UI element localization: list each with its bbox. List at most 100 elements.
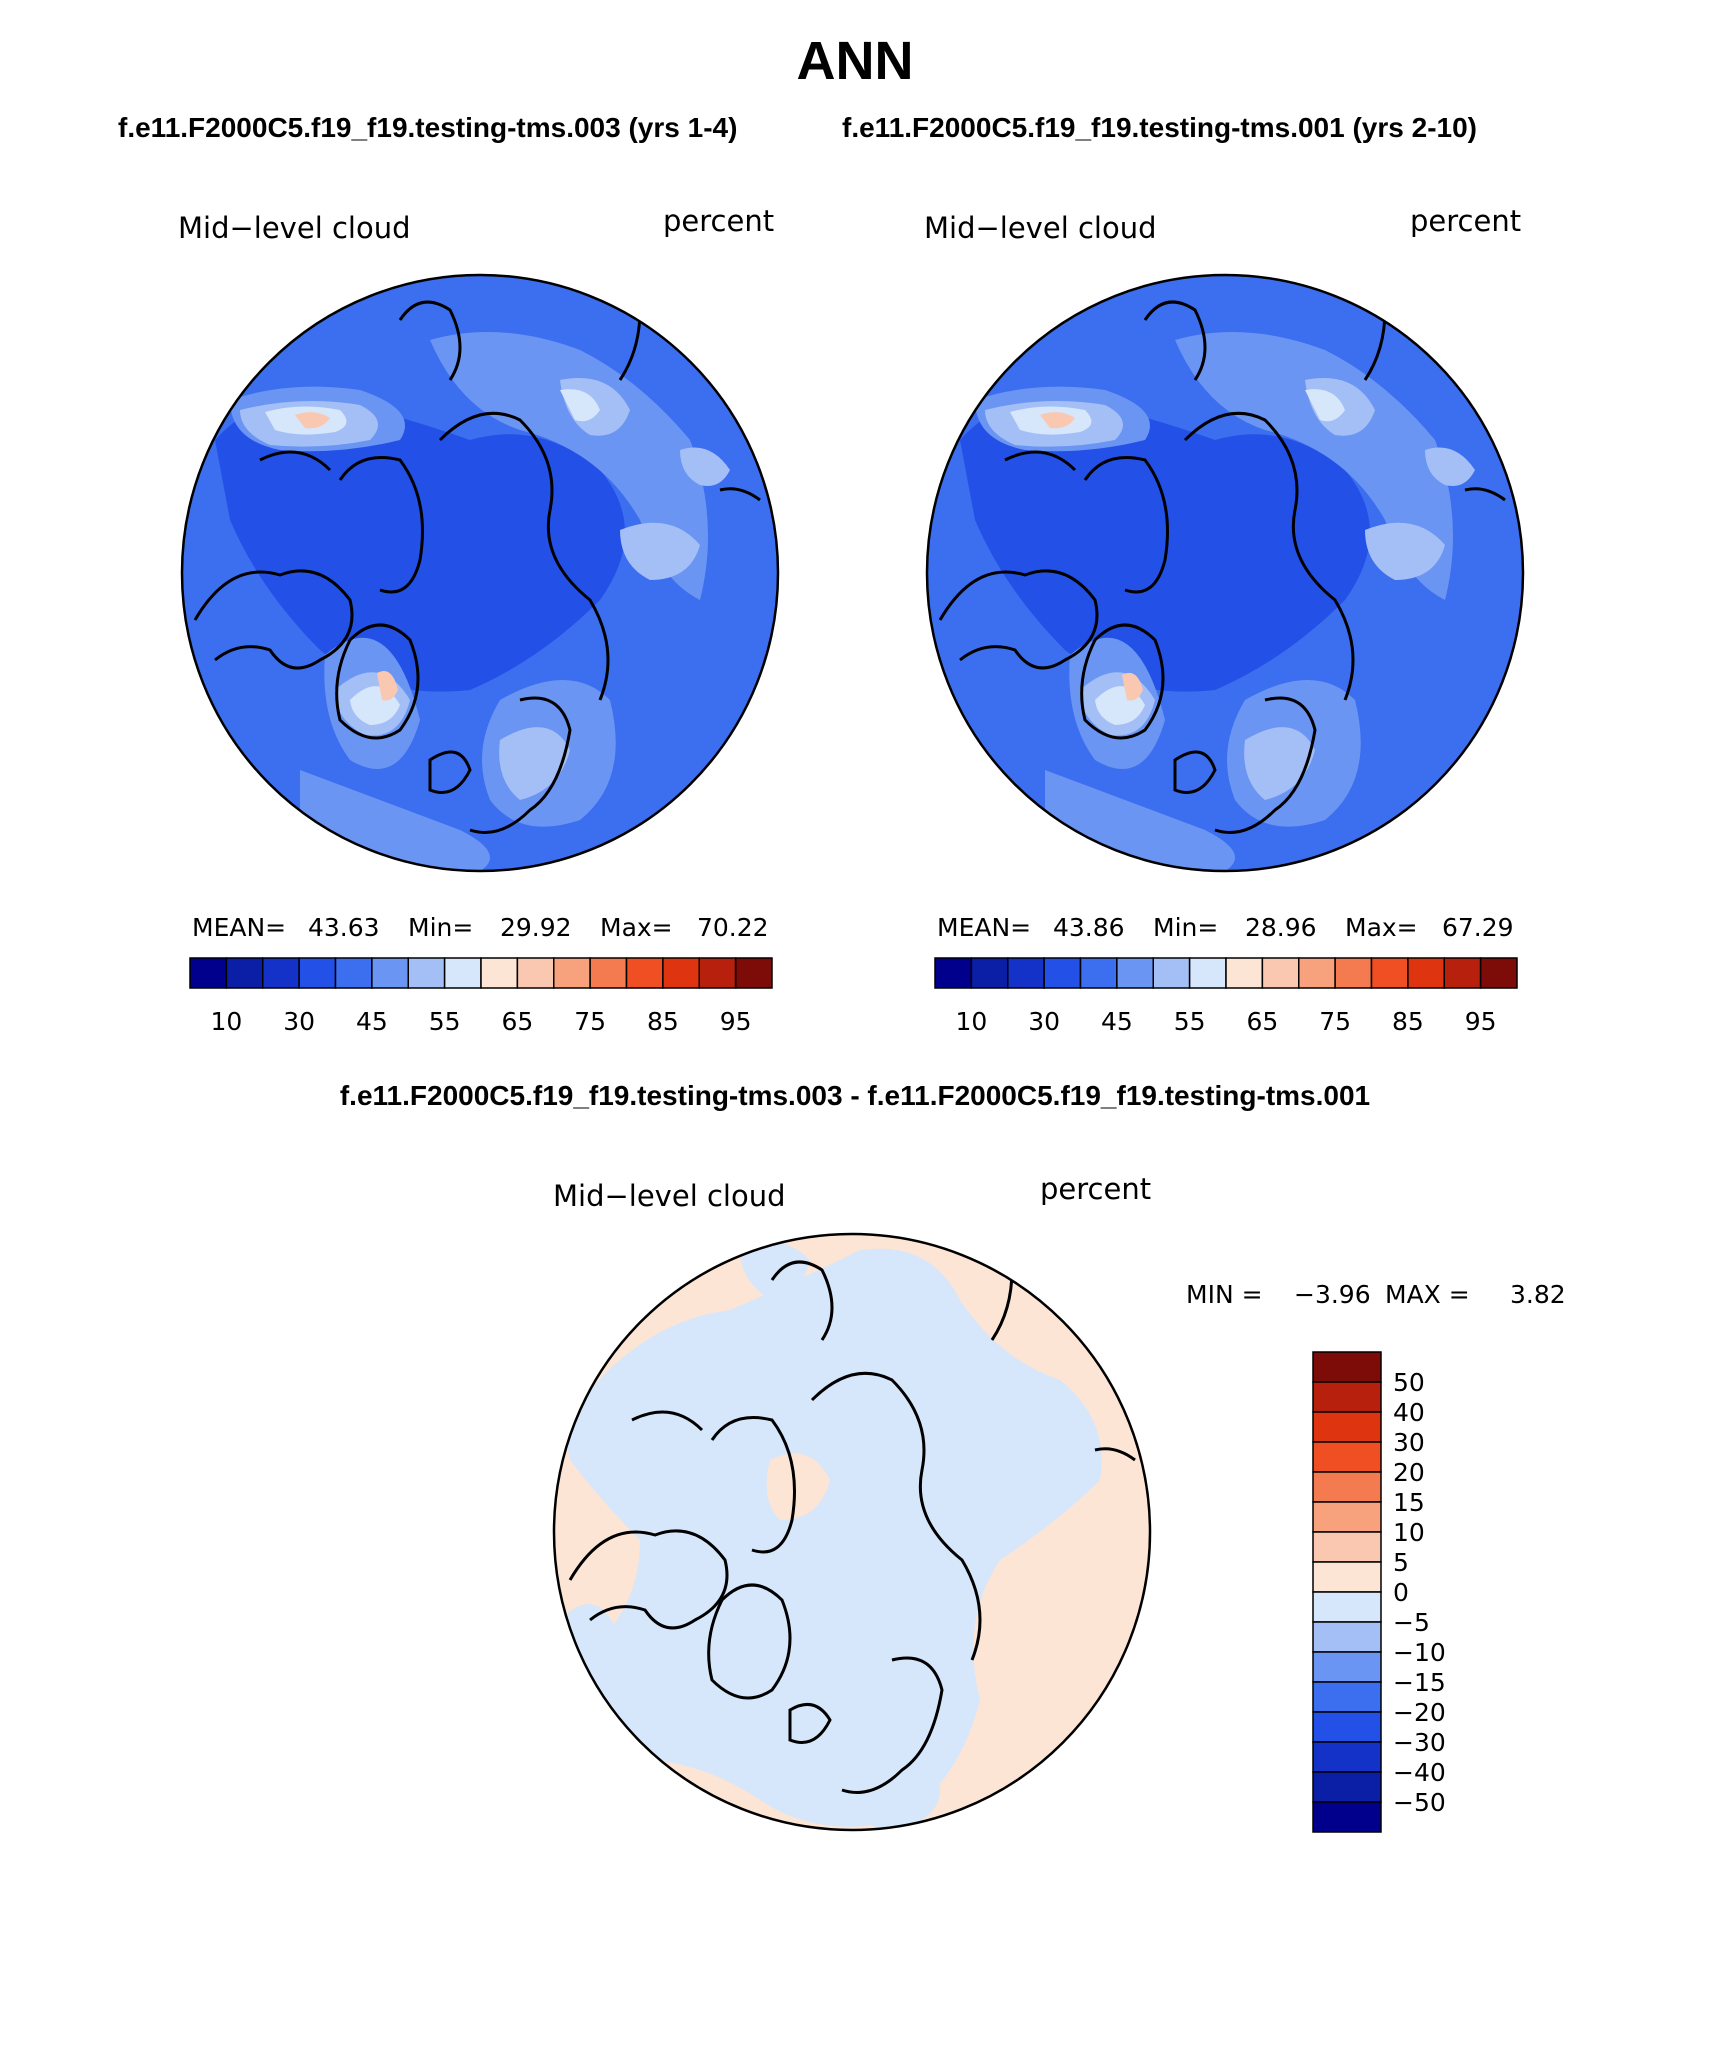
colorbar-tick-label: −10 [1393, 1638, 1446, 1667]
colorbar-swatch [553, 957, 591, 989]
colorbar-tick-label: 85 [1392, 1007, 1424, 1036]
colorbar-swatch [662, 957, 700, 989]
colorbar-swatch [1312, 1651, 1382, 1683]
diff-title: f.e11.F2000C5.f19_f19.testing-tms.003 - … [339, 1080, 1371, 1111]
colorbar-swatch [1312, 1561, 1382, 1593]
colorbar-swatch [1312, 1741, 1382, 1773]
colorbar-tick-label: 45 [1101, 1007, 1133, 1036]
colorbar-swatch [1312, 1531, 1382, 1563]
colorbar-swatch [1312, 1381, 1382, 1413]
panel-left-min-label: Min= [408, 913, 473, 942]
panel-right-map [927, 275, 1523, 871]
colorbar-tick-label: 95 [1465, 1007, 1497, 1036]
panel-right-mean: 43.86 [1053, 913, 1125, 942]
colorbar-swatch [1312, 1771, 1382, 1803]
panel-diff-variable: Mid−level cloud [553, 1179, 786, 1213]
panel-right-coastlines [938, 290, 1506, 834]
svg-text:MIN = −3.96 MAX =: MIN = −3.96 MAX = 3.82 [1186, 1280, 1566, 1309]
panel-left-units: percent [663, 204, 774, 238]
colorbar-swatch [1312, 1441, 1382, 1473]
colorbar-swatch [1312, 1501, 1382, 1533]
colorbar-tick-label: 10 [955, 1007, 987, 1036]
colorbar-swatch [1407, 957, 1445, 989]
colorbar-swatch [262, 957, 300, 989]
panel-right: Mid−level cloud percent [924, 204, 1525, 1036]
colorbar-tick-label: 75 [574, 1007, 606, 1036]
colorbar-swatch [225, 957, 264, 989]
colorbar-swatch [1312, 1591, 1382, 1623]
colorbar-tick-label: −40 [1393, 1758, 1446, 1787]
panel-left: Mid−level cloud percent [178, 204, 780, 1036]
colorbar-tick-label: 30 [283, 1007, 315, 1036]
colorbar-tick-label: −5 [1393, 1608, 1430, 1637]
colorbar-swatch [298, 957, 337, 989]
panel-left-mean-label: MEAN= [192, 913, 286, 942]
colorbar-swatch [1152, 957, 1191, 989]
panel-left-min: 29.92 [500, 913, 572, 942]
panel-left-variable: Mid−level cloud [178, 211, 411, 245]
colorbar-tick-label: 50 [1393, 1368, 1425, 1397]
panel-diff-colorbar [1312, 1351, 1382, 1833]
colorbar-swatch [1312, 1351, 1382, 1383]
colorbar-swatch [1334, 957, 1373, 989]
panel-diff: Mid−level cloud percent [552, 1172, 1566, 1833]
colorbar-swatch [1312, 1681, 1382, 1713]
panel-right-max: 67.29 [1442, 913, 1514, 942]
colorbar-swatch [189, 957, 228, 989]
colorbar-tick-label: 55 [1174, 1007, 1206, 1036]
colorbar-swatch [1261, 957, 1300, 989]
panel-left-max: 70.22 [697, 913, 769, 942]
colorbar-swatch [1312, 1621, 1382, 1653]
colorbar-swatch [1043, 957, 1082, 989]
svg-text:MEAN= 43.63 Min=: MEAN= 43.63 Min= 29.92 Max= 70.22 [192, 913, 769, 942]
panel-diff-max-label: MAX = [1385, 1280, 1470, 1309]
colorbar-tick-label: −15 [1393, 1668, 1446, 1697]
panel-right-max-label: Max= [1345, 913, 1418, 942]
colorbar-swatch [625, 957, 664, 989]
panel-left-colorbar [189, 957, 773, 989]
panel-diff-units: percent [1040, 1172, 1151, 1206]
colorbar-swatch [1312, 1471, 1382, 1503]
colorbar-swatch [1312, 1411, 1382, 1443]
panel-right-mean-label: MEAN= [937, 913, 1031, 942]
colorbar-swatch [334, 957, 373, 989]
colorbar-tick-label: 40 [1393, 1398, 1425, 1427]
colorbar-swatch [407, 957, 446, 989]
colorbar-tick-label: 65 [1246, 1007, 1278, 1036]
colorbar-swatch [1079, 957, 1118, 989]
panel-diff-min-label: MIN = [1186, 1280, 1263, 1309]
colorbar-swatch [970, 957, 1009, 989]
panel-right-min-label: Min= [1153, 913, 1218, 942]
panel-left-colorbar-ticks: 10 30 45 55 65 75 85 95 [210, 1007, 751, 1036]
panel-right-variable: Mid−level cloud [924, 211, 1157, 245]
colorbar-tick-label: 15 [1393, 1488, 1425, 1517]
colorbar-swatch [1370, 957, 1409, 989]
svg-text:MEAN= 43.86 Min=: MEAN= 43.86 Min= 28.96 Max= 67.29 [937, 913, 1514, 942]
panel-left-max-label: Max= [600, 913, 673, 942]
panel-diff-map [554, 1234, 1150, 1830]
colorbar-tick-label: −50 [1393, 1788, 1446, 1817]
colorbar-tick-label: 65 [501, 1007, 533, 1036]
panel-diff-max: 3.82 [1510, 1280, 1566, 1309]
colorbar-tick-label: 45 [356, 1007, 388, 1036]
panel-right-colorbar [934, 957, 1518, 989]
colorbar-swatch [480, 957, 519, 989]
case-right-title: f.e11.F2000C5.f19_f19.testing-tms.001 (y… [842, 112, 1477, 143]
colorbar-swatch [1116, 957, 1154, 989]
colorbar-tick-label: −30 [1393, 1728, 1446, 1757]
panel-right-units: percent [1410, 204, 1521, 238]
colorbar-tick-label: 55 [429, 1007, 461, 1036]
panel-left-mean: 43.63 [308, 913, 380, 942]
panel-right-colorbar-ticks: 10 30 45 55 65 75 85 95 [955, 1007, 1496, 1036]
colorbar-swatch [1007, 957, 1045, 989]
colorbar-tick-label: 85 [647, 1007, 679, 1036]
colorbar-swatch [371, 957, 409, 989]
colorbar-tick-label: 10 [210, 1007, 242, 1036]
colorbar-swatch [1225, 957, 1264, 989]
colorbar-tick-label: 20 [1393, 1458, 1425, 1487]
colorbar-swatch [589, 957, 628, 989]
colorbar-tick-label: 30 [1028, 1007, 1060, 1036]
colorbar-tick-label: 75 [1319, 1007, 1351, 1036]
colorbar-swatch [443, 957, 482, 989]
